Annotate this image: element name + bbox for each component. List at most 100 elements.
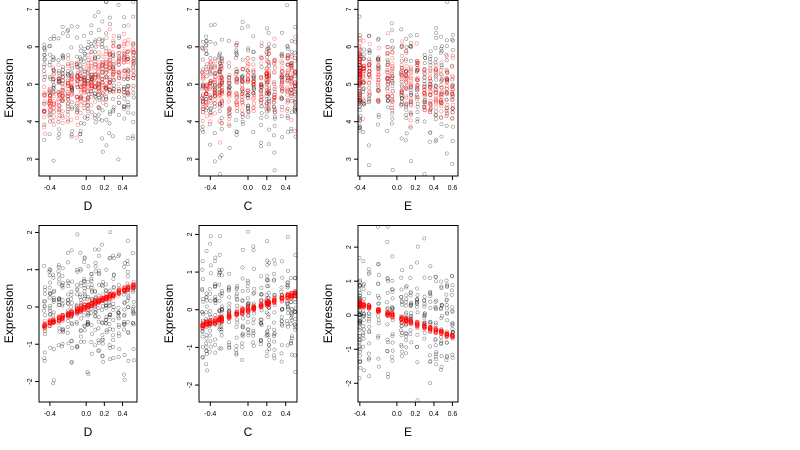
fitted-point: [450, 95, 455, 100]
fitted-point: [408, 84, 413, 89]
y-tick-label: 6: [27, 45, 34, 49]
fitted-point: [42, 92, 47, 97]
observed-point: [47, 132, 52, 137]
fitted-point: [285, 87, 290, 92]
fitted-point: [42, 324, 47, 329]
fitted-point: [92, 85, 97, 90]
observed-point: [444, 38, 449, 43]
observed-point: [428, 93, 433, 98]
observed-point: [82, 297, 87, 302]
fitted-point: [428, 89, 433, 94]
x-axis-title: C: [244, 199, 253, 213]
observed-point: [42, 64, 46, 69]
observed-point: [107, 288, 112, 293]
observed-point: [433, 56, 438, 61]
fitted-point: [422, 67, 427, 72]
fitted-point: [234, 95, 239, 100]
fitted-point: [104, 90, 109, 95]
observed-point: [117, 54, 122, 59]
fitted-point: [126, 37, 131, 42]
fitted-point: [422, 91, 427, 96]
observed-point: [415, 68, 420, 72]
fitted-point: [47, 88, 52, 93]
observed-point: [111, 273, 116, 278]
observed-point: [272, 95, 277, 100]
observed-point: [82, 286, 87, 291]
observed-point: [361, 344, 366, 349]
fitted-point: [376, 67, 381, 72]
fitted-point: [279, 85, 284, 90]
observed-point: [79, 139, 84, 144]
fitted-point: [75, 308, 80, 313]
fitted-point: [126, 56, 131, 61]
fitted-point: [399, 65, 404, 70]
observed-point: [240, 98, 244, 102]
fitted-point: [213, 75, 218, 80]
fitted-point: [47, 323, 52, 328]
observed-point: [93, 314, 98, 319]
observed-point: [208, 241, 213, 246]
fitted-point: [235, 99, 240, 104]
observed-point: [200, 82, 205, 87]
observed-point: [121, 77, 126, 82]
fitted-point: [434, 101, 439, 106]
fitted-point: [280, 69, 285, 74]
fitted-point: [208, 78, 213, 83]
fitted-point: [212, 79, 217, 84]
observed-point: [208, 64, 213, 69]
fitted-point: [131, 51, 136, 56]
observed-point: [234, 347, 239, 352]
fitted-point: [271, 100, 276, 105]
observed-point: [69, 100, 74, 105]
observed-point: [100, 283, 105, 288]
fitted-point: [60, 315, 65, 320]
observed-point: [266, 91, 271, 96]
observed-point: [75, 343, 79, 348]
fitted-point: [61, 314, 66, 319]
observed-point: [60, 98, 65, 103]
observed-point: [408, 33, 413, 38]
observed-point: [100, 42, 104, 47]
observed-point: [100, 298, 105, 303]
fitted-point: [366, 62, 371, 67]
observed-point: [408, 67, 413, 72]
observed-point: [47, 267, 52, 272]
observed-point: [367, 57, 372, 62]
fitted-point: [89, 81, 94, 86]
observed-point: [385, 75, 390, 80]
fitted-point: [57, 316, 62, 321]
observed-point: [126, 296, 131, 301]
observed-point: [65, 311, 70, 316]
observed-point: [251, 321, 256, 326]
observed-point: [240, 74, 245, 79]
fitted-point: [289, 64, 294, 69]
fitted-point: [51, 105, 56, 110]
fitted-point: [266, 100, 271, 105]
fitted-point: [259, 98, 264, 103]
observed-point: [103, 318, 108, 323]
fitted-point: [265, 80, 270, 85]
observed-point: [107, 322, 112, 326]
observed-point: [116, 157, 121, 162]
fitted-point: [65, 311, 70, 316]
observed-point: [117, 95, 121, 100]
observed-point: [386, 105, 391, 110]
observed-point: [219, 100, 224, 105]
fitted-point: [398, 102, 403, 107]
fitted-point: [376, 77, 381, 82]
fitted-point: [131, 55, 136, 60]
observed-point: [56, 58, 61, 63]
fitted-point: [289, 75, 294, 80]
observed-point: [389, 71, 394, 76]
fitted-point: [96, 80, 101, 85]
observed-point: [428, 106, 433, 111]
observed-point: [42, 356, 47, 361]
observed-point: [385, 58, 390, 62]
fitted-point: [285, 85, 290, 90]
observed-point: [367, 59, 372, 64]
observed-point: [48, 104, 53, 109]
fitted-point: [272, 107, 277, 112]
fitted-point: [208, 79, 213, 84]
observed-point: [376, 318, 381, 322]
observed-point: [279, 285, 284, 290]
